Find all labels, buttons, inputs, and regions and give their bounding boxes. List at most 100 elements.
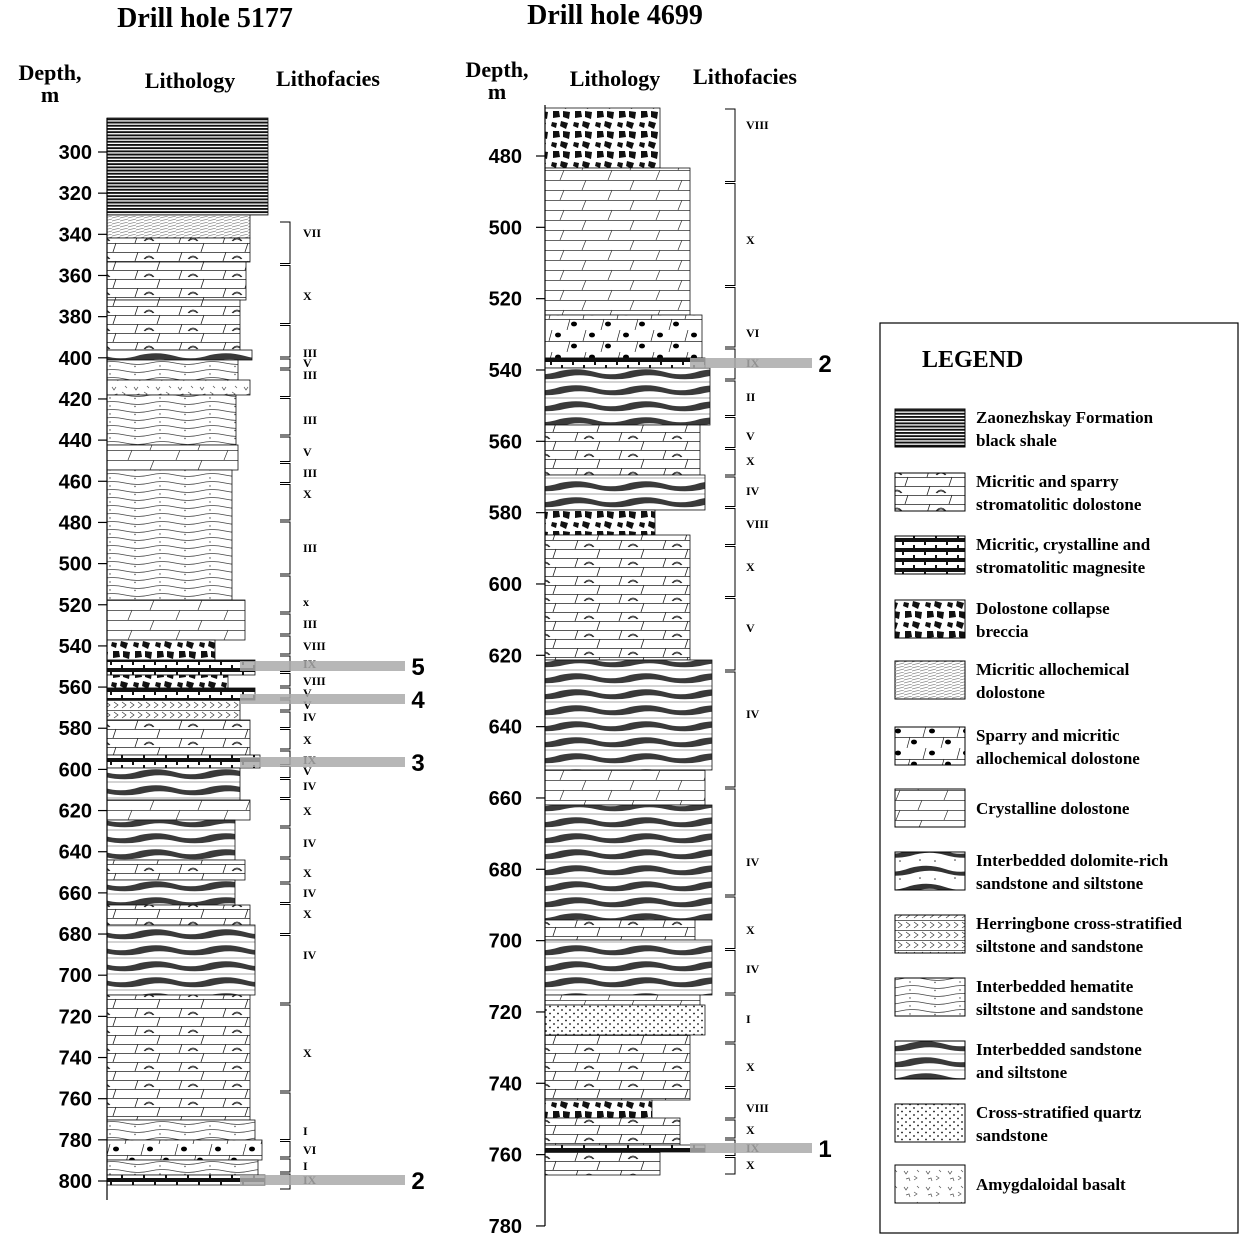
lithology-bed: [545, 315, 702, 358]
legend-swatch: [895, 915, 965, 953]
legend-label: siltstone and sandstone: [976, 1000, 1144, 1019]
lithology-bed: [107, 905, 250, 925]
sample-band: [240, 1175, 405, 1185]
lithofacies-label: VIII: [746, 118, 769, 132]
lithofacies-label: V: [746, 429, 755, 443]
lithofacies-label: I: [303, 1124, 308, 1138]
lithofacies-bracket: [725, 1158, 735, 1175]
depth-label: 420: [59, 389, 92, 411]
depth-label: 600: [59, 759, 92, 781]
legend-swatch: [895, 1165, 965, 1203]
depth-label: 760: [59, 1089, 92, 1111]
legend-label: stromatolitic dolostone: [976, 495, 1142, 514]
lithofacies-bracket: [725, 897, 735, 949]
lithofacies-bracket: [280, 1093, 290, 1140]
lithofacies-bracket: [725, 789, 735, 895]
lithofacies-label: X: [303, 289, 312, 303]
lithology-bed: [107, 262, 246, 300]
lithofacies-label: X: [746, 233, 755, 247]
lithofacies-label: VIII: [303, 639, 326, 653]
lithofacies-bracket: [725, 995, 735, 1042]
lithofacies-label: X: [746, 1123, 755, 1137]
lithology-bed: [545, 425, 700, 475]
depth-label: 620: [59, 801, 92, 823]
depth-label: 540: [489, 360, 522, 382]
lithofacies-bracket: [280, 1159, 290, 1172]
lithofacies-label: X: [746, 923, 755, 937]
lithofacies-bracket: [280, 712, 290, 728]
lithofacies-bracket: [280, 1005, 290, 1091]
lithology-bed: [107, 768, 240, 800]
depth-label: 740: [489, 1073, 522, 1095]
sample-band: [240, 694, 405, 704]
depth-label: 500: [59, 554, 92, 576]
depth-label: 780: [59, 1130, 92, 1152]
lithology-bed: [107, 238, 250, 262]
depth-unit: m: [488, 79, 506, 104]
depth-label: 760: [489, 1145, 522, 1167]
legend-label: dolostone: [976, 683, 1045, 702]
legend-box: [880, 323, 1238, 1233]
lithofacies-bracket: [725, 418, 735, 448]
lithofacies-bracket: [280, 326, 290, 358]
depth-label: 680: [59, 924, 92, 946]
legend-swatch: [895, 536, 965, 574]
lithofacies-bracket: [725, 509, 735, 545]
legend-label: Herringbone cross-stratified: [976, 914, 1183, 933]
depth-label: 700: [59, 965, 92, 987]
lithology-bed: [545, 995, 700, 1005]
lithology-bed: [107, 1120, 255, 1140]
lithofacies-bracket: [280, 828, 290, 857]
lithology-bed: [107, 688, 255, 700]
lithofacies-label: V: [746, 621, 755, 635]
depth-unit: m: [41, 82, 59, 107]
lithofacies-bracket: [280, 780, 290, 798]
depth-label: 400: [59, 348, 92, 370]
lithofacies-bracket: [280, 905, 290, 934]
depth-label: 480: [59, 512, 92, 534]
lithology-bed: [545, 1100, 652, 1118]
lithofacies-bracket: [280, 576, 290, 612]
lithofacies-bracket: [280, 464, 290, 483]
legend-label: Zaonezhskay Formation: [976, 408, 1154, 427]
lithofacies-bracket: [280, 1142, 290, 1158]
lithofacies-bracket: [280, 222, 290, 264]
lithofacies-bracket: [280, 859, 290, 882]
depth-label: 320: [59, 183, 92, 205]
lithofacies-bracket: [725, 381, 735, 416]
lithofacies-header: Lithofacies: [693, 64, 797, 89]
lithofacies-bracket: [280, 485, 290, 521]
lithology-header: Lithology: [570, 66, 660, 91]
depth-label: 780: [489, 1216, 522, 1236]
hole-title: Drill hole 5177: [117, 3, 293, 34]
lithofacies-bracket: [280, 614, 290, 634]
legend-swatch: [895, 852, 965, 890]
legend-swatch: [895, 978, 965, 1016]
lithofacies-bracket: [280, 522, 290, 574]
lithology-bed: [107, 470, 232, 600]
legend-label: Micritic, crystalline and: [976, 535, 1151, 554]
depth-label: 560: [59, 677, 92, 699]
lithofacies-label: IV: [746, 484, 760, 498]
lithofacies-label: IV: [303, 886, 317, 900]
lithology-bed: [107, 860, 245, 880]
legend-label: Cross-stratified quartz: [976, 1103, 1142, 1122]
lithofacies-header: Lithofacies: [276, 66, 380, 91]
lithology-bed: [545, 940, 712, 995]
lithofacies-label: IV: [746, 962, 760, 976]
legend-label: black shale: [976, 431, 1057, 450]
legend-swatch: [895, 789, 965, 827]
depth-label: 740: [59, 1048, 92, 1070]
lithofacies-bracket: [725, 184, 735, 286]
lithology-bed: [107, 755, 260, 768]
lithology-bed: [545, 368, 710, 425]
legend-label: Micritic and sparry: [976, 472, 1119, 491]
lithofacies-label: VIII: [746, 517, 769, 531]
lithofacies-label: I: [303, 1159, 308, 1173]
lithology-bed: [107, 675, 228, 688]
legend-label: siltstone and sandstone: [976, 937, 1144, 956]
depth-label: 700: [489, 931, 522, 953]
lithofacies-bracket: [725, 477, 735, 507]
figure: LEGEND Drill hole 5177Depth,mLithologyLi…: [0, 0, 1239, 1236]
lithofacies-label: X: [303, 866, 312, 880]
